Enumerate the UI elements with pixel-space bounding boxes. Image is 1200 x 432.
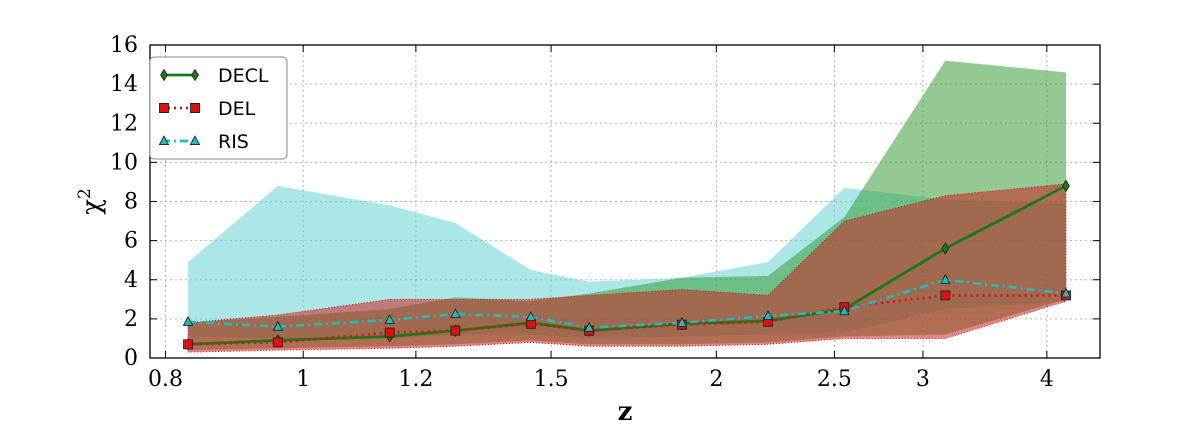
x-tick-label: 0.8 — [148, 367, 183, 392]
y-tick-label: 0 — [124, 346, 138, 371]
point-ris — [384, 313, 395, 324]
y-tick-label: 6 — [124, 229, 138, 254]
uncertainty-bands — [187, 60, 1067, 353]
y-tick-label: 10 — [110, 150, 138, 175]
y-tick-label: 12 — [110, 111, 138, 136]
point-ris — [450, 308, 461, 319]
legend-swatch-marker — [191, 68, 199, 82]
y-tick-label: 8 — [124, 190, 138, 215]
legend-box — [149, 56, 288, 160]
legend-label: DEL — [218, 98, 256, 120]
y-tick-label: 2 — [124, 307, 138, 332]
x-tick-label: 3 — [916, 367, 930, 392]
x-tick-label: 4 — [1040, 367, 1054, 392]
point-ris — [762, 310, 774, 320]
point-del — [940, 290, 951, 301]
x-tick-label: 1.2 — [398, 367, 433, 392]
point-del — [384, 327, 395, 338]
x-tick-label: 1.5 — [534, 367, 569, 392]
y-axis-label: χ2 — [75, 188, 107, 215]
y-axis-label-base: χ — [77, 199, 107, 215]
x-tick-label: 2 — [709, 367, 723, 392]
x-axis-label: z — [618, 397, 633, 427]
legend: DECL DEL RIS — [149, 56, 288, 160]
y-tick-label: 16 — [110, 33, 138, 58]
x-tick-label: 2.5 — [817, 367, 852, 392]
legend-swatch-marker — [159, 103, 169, 113]
point-ris — [940, 273, 951, 284]
y-axis-label-superscript: 2 — [75, 188, 95, 199]
point-ris — [272, 320, 284, 331]
legend-swatch-marker — [189, 135, 201, 146]
point-ris — [583, 321, 595, 332]
point-ris — [676, 316, 688, 327]
y-tick-label: 4 — [124, 268, 138, 293]
point-ris — [182, 315, 194, 326]
point-del — [183, 339, 194, 350]
point-ris — [525, 311, 537, 321]
point-del — [272, 337, 283, 348]
legend-label: DECL — [218, 65, 269, 87]
series-markers — [182, 179, 1072, 351]
point-decl — [1062, 179, 1070, 193]
legend-swatch-marker — [190, 103, 200, 113]
axis-ticks: 0.8 1 1.2 1.5 2 2.5 3 4 0 2 4 6 8 10 12 14 16 — [110, 33, 1100, 392]
point-ris — [1060, 287, 1072, 298]
legend-label: RIS — [218, 131, 249, 153]
point-ris — [839, 305, 850, 316]
point-del — [450, 325, 461, 336]
x-tick-label: 1 — [296, 367, 310, 392]
point-decl — [941, 242, 950, 255]
y-tick-label: 14 — [110, 72, 138, 97]
legend-swatch-marker — [160, 68, 168, 82]
legend-swatch-marker — [158, 135, 170, 146]
